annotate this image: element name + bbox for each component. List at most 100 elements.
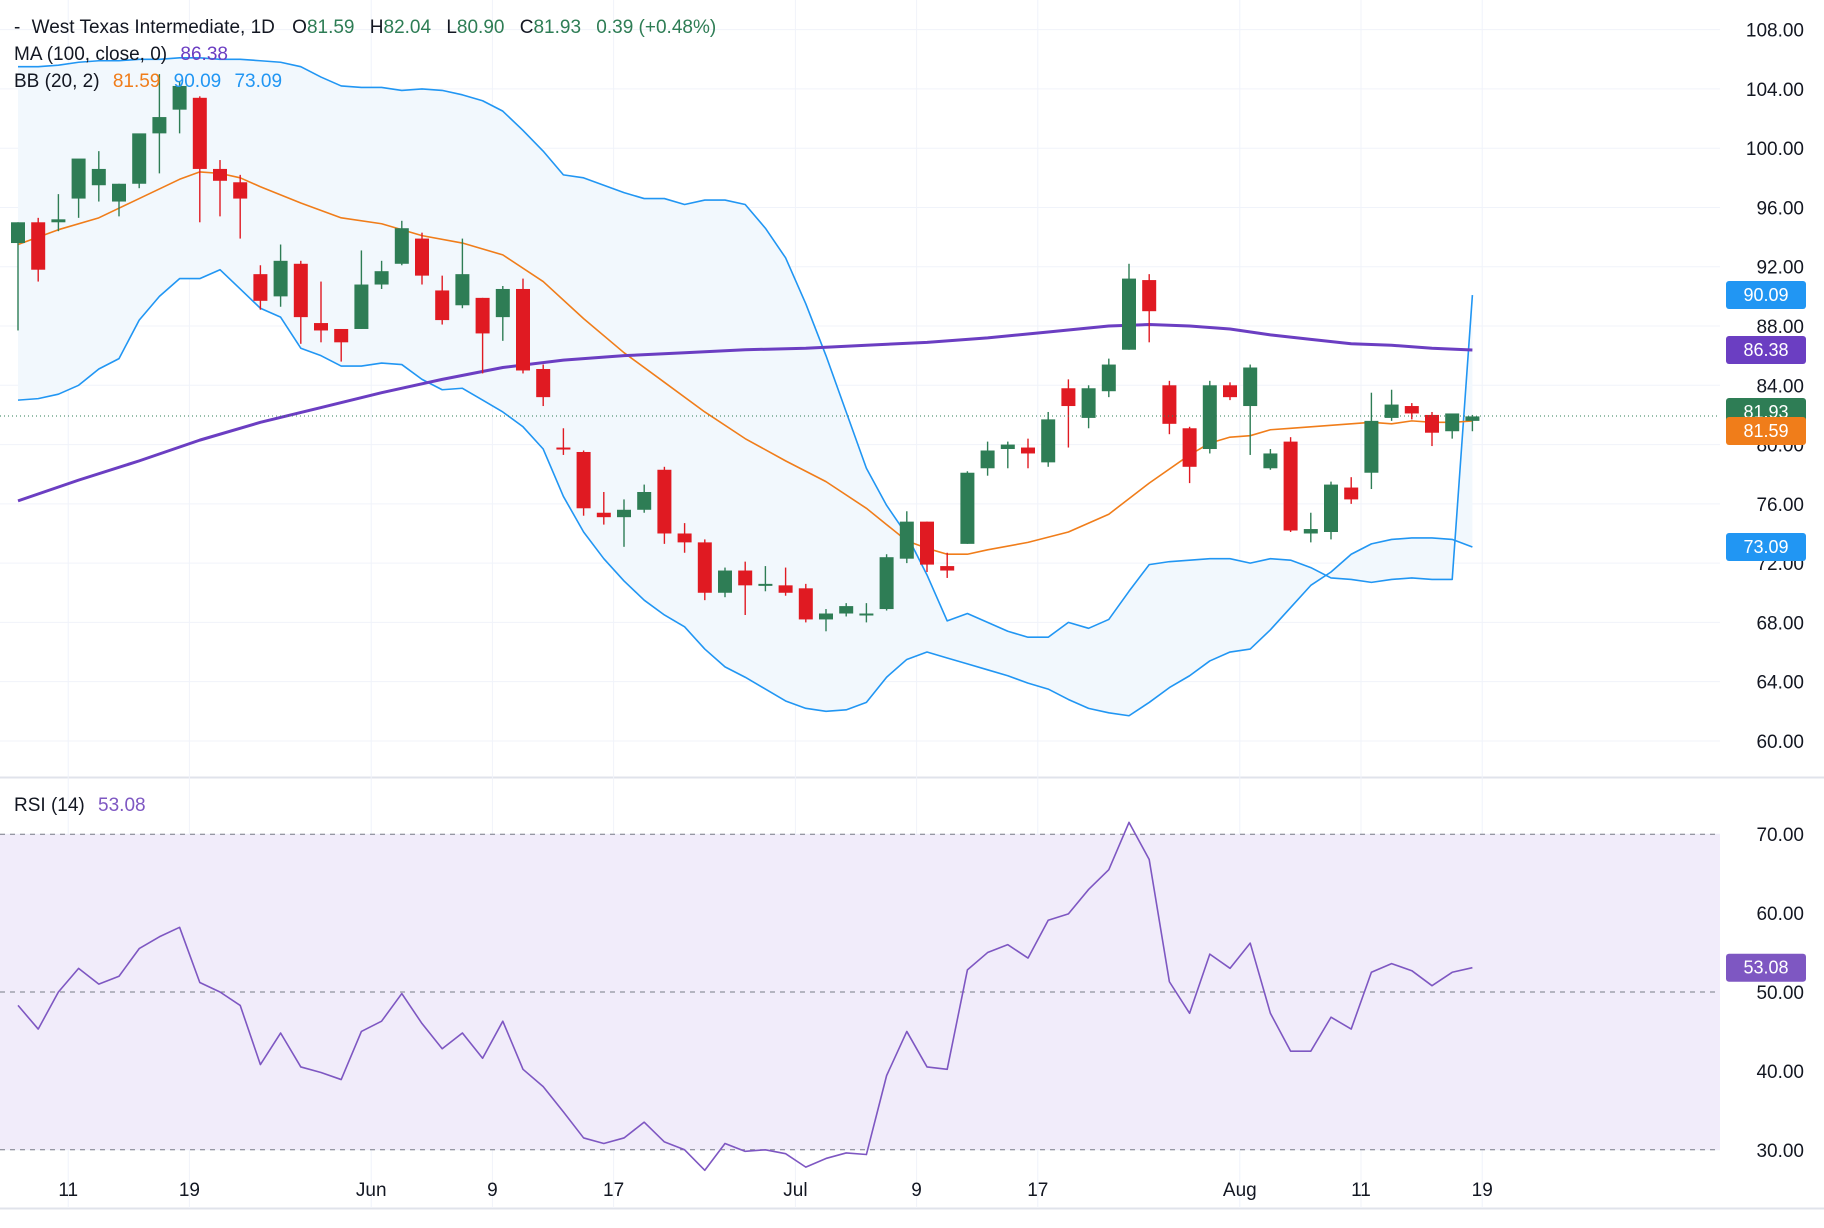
candle-body	[576, 451, 591, 509]
candle	[516, 278, 530, 374]
candle	[859, 603, 874, 623]
candle-body	[495, 288, 510, 318]
time-tick-label: 19	[179, 1180, 200, 1201]
time-tick-label: Jul	[783, 1180, 807, 1201]
candle	[758, 566, 773, 592]
legend-separator: ,	[240, 17, 251, 38]
candle	[91, 151, 106, 202]
candle-body	[475, 297, 490, 334]
candle	[495, 286, 510, 341]
candle	[152, 74, 167, 174]
legend-ma-line[interactable]: MA (100, close, 0) 86.38	[14, 44, 228, 65]
candle	[1223, 382, 1237, 401]
candle	[31, 217, 46, 282]
candle-body	[1283, 441, 1298, 531]
candle-body	[960, 472, 975, 544]
candle	[334, 328, 349, 362]
candle-body	[718, 570, 732, 593]
candle-body	[516, 288, 530, 371]
rsi-tick-label: 40.00	[1756, 1062, 1804, 1083]
axis-layer: 108.00104.00100.0096.0092.0088.0084.0080…	[58, 21, 1804, 1201]
ma-tag: 86.38	[1726, 336, 1806, 365]
candle-body	[112, 183, 126, 202]
candle-body	[213, 168, 227, 181]
symbol-name: West Texas Intermediate	[32, 17, 240, 38]
candle-body	[1223, 385, 1237, 398]
candle-body	[920, 521, 934, 565]
svg-text:BB (20, 2) 81.59 9: BB (20, 2) 81.59 90.09 73.09	[14, 71, 282, 92]
rsi-tick-label: 60.00	[1756, 904, 1804, 925]
candle	[1162, 380, 1177, 435]
candle	[1061, 379, 1076, 448]
candle	[839, 603, 854, 617]
svg-text:- West Texas Intermediat: - West Texas Intermediate, 1D O81.59 H82…	[14, 17, 716, 38]
rsi-tick-label: 30.00	[1756, 1141, 1804, 1162]
candle	[940, 552, 955, 578]
candle	[1344, 477, 1359, 504]
candle-body	[394, 228, 409, 264]
candle-body	[839, 606, 854, 614]
candle	[1263, 449, 1278, 470]
candle-body	[1445, 413, 1460, 432]
candle-body	[11, 222, 25, 244]
candle	[1384, 389, 1399, 421]
time-tick-label: Jun	[356, 1180, 387, 1201]
candle	[192, 96, 207, 223]
rsi-tick-label: 50.00	[1756, 983, 1804, 1004]
candle	[354, 250, 369, 329]
bollinger-fill-area	[18, 57, 1473, 716]
high-value: 82.04	[384, 17, 432, 38]
rsi-band-fill	[0, 833, 1720, 1151]
candle	[899, 511, 914, 564]
candle-body	[1122, 278, 1136, 350]
candle	[233, 174, 248, 239]
time-tick-label: 11	[58, 1180, 78, 1201]
rsi-line	[17, 821, 1473, 1172]
price-tick-label: 76.00	[1756, 495, 1804, 516]
candle	[778, 567, 793, 596]
legend-rsi-line[interactable]: RSI (14) 53.08	[14, 795, 146, 816]
candle	[738, 561, 753, 615]
candle-body	[1182, 428, 1197, 467]
candle-body	[819, 613, 833, 620]
candle	[657, 466, 672, 544]
candle-body	[1364, 420, 1379, 473]
low-label: L	[446, 17, 457, 38]
candle	[1465, 414, 1480, 432]
svg-text:RSI (14) 53.08: RSI (14) 53.08	[14, 795, 146, 816]
candle	[1081, 385, 1096, 429]
candle-body	[334, 328, 349, 343]
candle	[1425, 411, 1439, 447]
close-label: C	[520, 17, 534, 38]
candle	[617, 499, 631, 547]
bb-basis-value: 81.59	[113, 71, 161, 92]
candle-body	[51, 219, 66, 223]
candle-body	[677, 533, 692, 543]
candle	[960, 471, 975, 544]
legend-bb-line[interactable]: BB (20, 2) 81.59 90.09 73.09	[14, 71, 282, 92]
candle	[1364, 392, 1379, 490]
candle-body	[536, 368, 551, 398]
legend-prefix: -	[14, 17, 20, 38]
candle-body	[1425, 414, 1439, 433]
candle-body	[435, 290, 450, 321]
candle	[1243, 364, 1258, 455]
candle	[718, 567, 732, 598]
candle	[1000, 441, 1015, 469]
candle-body	[980, 450, 995, 469]
candle	[637, 484, 652, 513]
candle-body	[152, 117, 167, 134]
candle	[253, 265, 268, 310]
candle	[415, 232, 429, 285]
candle-body	[1000, 444, 1015, 450]
legend-symbol-line[interactable]: - West Texas Intermediate, 1D O81.59 H82…	[14, 17, 716, 38]
candle-body	[455, 274, 470, 306]
interval: 1D	[251, 17, 275, 38]
candle	[798, 583, 813, 623]
candle-body	[1081, 388, 1096, 418]
candle	[1041, 411, 1056, 467]
bb-upper-line	[18, 56, 1474, 639]
candle-body	[899, 521, 914, 559]
